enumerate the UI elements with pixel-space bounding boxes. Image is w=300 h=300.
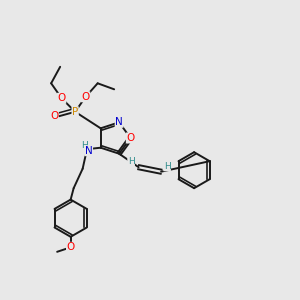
Text: O: O xyxy=(126,133,135,143)
Text: O: O xyxy=(50,111,58,121)
Text: H: H xyxy=(81,141,88,150)
Text: O: O xyxy=(67,242,75,252)
Text: P: P xyxy=(72,107,78,117)
Text: H: H xyxy=(164,162,170,171)
Text: O: O xyxy=(82,92,90,102)
Text: O: O xyxy=(58,93,66,103)
Text: N: N xyxy=(85,146,92,156)
Text: H: H xyxy=(128,157,134,166)
Text: N: N xyxy=(115,117,123,127)
